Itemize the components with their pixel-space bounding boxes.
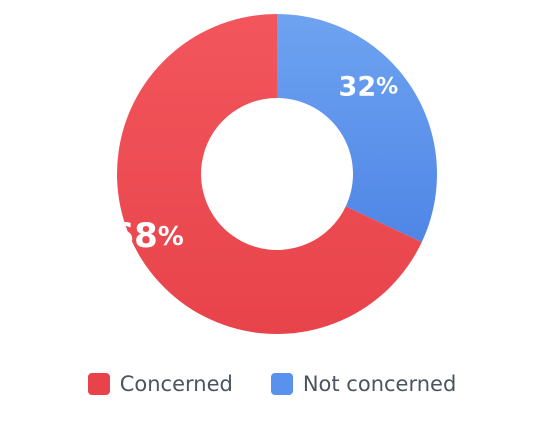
legend-swatch-not-concerned	[270, 373, 293, 395]
chart-legend: Concerned Not concerned	[0, 372, 544, 396]
slice-label-concerned: 68%	[110, 216, 183, 256]
legend-label-concerned: Concerned	[119, 372, 233, 396]
slice-not-concerned[interactable]	[277, 14, 437, 243]
legend-item-not-concerned[interactable]: Not concerned	[270, 372, 457, 396]
slice-concerned[interactable]	[117, 14, 422, 334]
legend-swatch-concerned	[87, 373, 110, 395]
slice-label-not-concerned: 32%	[339, 71, 399, 102]
slice-labels: 32% 68%	[110, 71, 398, 256]
donut-chart: 32% 68%	[110, 14, 437, 334]
donut-slices	[117, 14, 437, 334]
legend-item-concerned[interactable]: Concerned	[87, 372, 233, 396]
legend-label-not-concerned: Not concerned	[302, 372, 457, 396]
